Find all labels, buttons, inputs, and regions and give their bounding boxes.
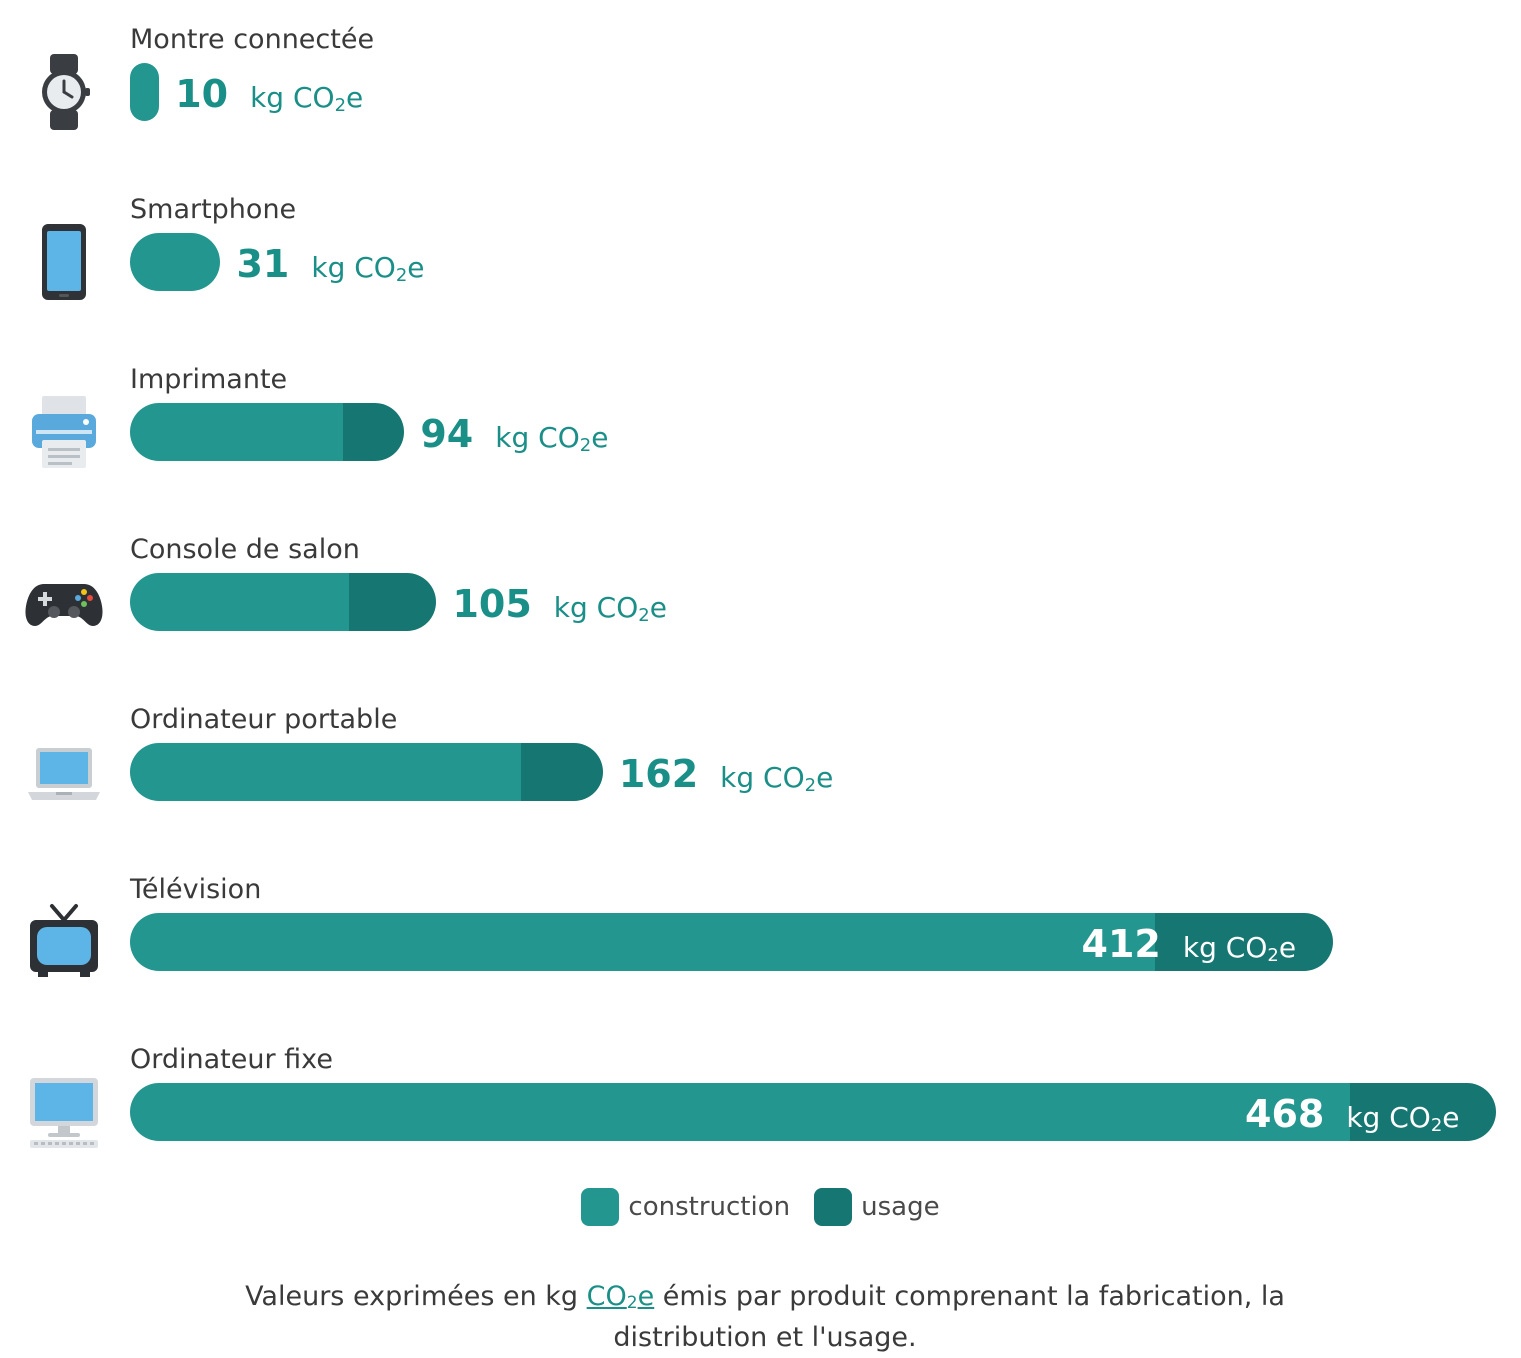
row-label: Console de salon (130, 534, 360, 565)
printer-icon (22, 390, 106, 474)
legend-swatch-construction (581, 1188, 620, 1226)
desktop-computer-icon (22, 1070, 106, 1154)
bar (130, 913, 1333, 971)
value-label: 468 kg CO2e (1245, 1092, 1460, 1136)
bar-segment-usage (348, 573, 437, 631)
value-label: 412 kg CO2e (1081, 922, 1297, 966)
bar-segment-construction (130, 743, 522, 801)
value-number: 162 (618, 752, 699, 796)
value-label: 162 kg CO2e (618, 752, 834, 796)
row-label: Ordinateur fixe (130, 1044, 333, 1075)
bar-segment-construction (130, 573, 349, 631)
row-label: Imprimante (130, 364, 288, 395)
value-label: 10 kg CO2e (175, 72, 364, 116)
chart-footnote: Valeurs exprimées en kg CO2e émis par pr… (210, 1276, 1320, 1358)
legend-label-construction: construction (628, 1192, 791, 1222)
legend-item-construction: construction (581, 1188, 790, 1226)
bar-segment-construction (130, 63, 160, 121)
footnote-text-before: Valeurs exprimées en kg (245, 1281, 587, 1312)
television-icon (22, 900, 106, 984)
smartwatch-icon (22, 50, 106, 134)
row-label: Montre connectée (130, 24, 375, 55)
row-label: Ordinateur portable (130, 704, 398, 735)
value-number: 10 (175, 72, 229, 116)
value-label: 94 kg CO2e (420, 412, 609, 456)
bar-segment-construction (130, 233, 221, 291)
smartphone-icon (22, 220, 106, 304)
bar-segment-usage (1350, 1083, 1496, 1141)
legend-label-usage: usage (861, 1192, 940, 1222)
footnote-co2-link[interactable]: CO2e (587, 1281, 655, 1312)
footnote-co2-end: e (637, 1281, 655, 1312)
legend-swatch-usage (814, 1188, 853, 1226)
chart-legend: construction usage (0, 1188, 1521, 1226)
value-number: 468 (1245, 1092, 1325, 1136)
gamepad-icon (22, 560, 106, 644)
bar-segment-usage (343, 403, 405, 461)
legend-item-usage: usage (814, 1188, 940, 1226)
bar (130, 743, 603, 801)
row-label: Smartphone (130, 194, 297, 225)
footnote-co2-main: CO (586, 1281, 627, 1312)
bar-segment-usage (521, 743, 603, 801)
footnote-text-after: émis par produit comprenant la fabricati… (613, 1281, 1285, 1353)
value-number: 31 (236, 242, 290, 286)
bar (130, 233, 221, 291)
footnote-co2-sub: 2 (626, 1293, 638, 1313)
value-label: 105 kg CO2e (452, 582, 667, 626)
value-number: 412 (1081, 922, 1161, 966)
bar-segment-construction (130, 403, 344, 461)
laptop-icon (22, 730, 106, 814)
bar (130, 1083, 1496, 1141)
bar (130, 403, 405, 461)
row-label: Télévision (130, 874, 262, 905)
bar-segment-construction (130, 1083, 1351, 1141)
bar-segment-construction (130, 913, 1155, 971)
bar (130, 63, 160, 121)
bar-segment-usage (1154, 913, 1333, 971)
value-number: 94 (420, 412, 474, 456)
bar (130, 573, 437, 631)
value-label: 31 kg CO2e (236, 242, 425, 286)
value-number: 105 (452, 582, 532, 626)
